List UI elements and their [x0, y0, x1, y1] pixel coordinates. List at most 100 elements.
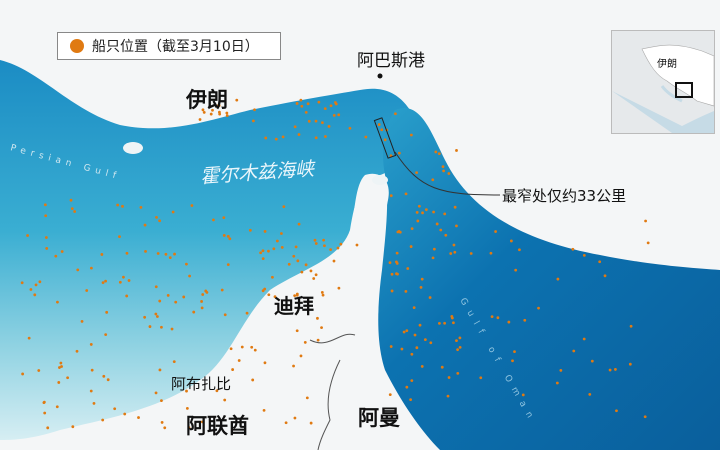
- ship-dot: [272, 247, 276, 251]
- ship-dot: [316, 338, 320, 342]
- ship-dot: [305, 396, 309, 400]
- ship-dot: [431, 178, 435, 182]
- ship-dot: [295, 102, 299, 105]
- ship-dot: [388, 393, 392, 397]
- ship-dot: [21, 372, 25, 376]
- ship-dot: [303, 341, 307, 344]
- ship-dot: [26, 234, 29, 237]
- ship-dot: [455, 224, 458, 228]
- ship-dot: [390, 272, 394, 276]
- ship-dot: [438, 321, 441, 325]
- ship-dot: [222, 234, 226, 237]
- ship-dot: [455, 149, 458, 152]
- ship-dot: [154, 312, 158, 316]
- ship-dot: [321, 121, 324, 125]
- ship-dot: [45, 247, 49, 250]
- ship-dot: [405, 329, 409, 333]
- ship-dot: [417, 204, 421, 208]
- ship-dot: [223, 313, 227, 317]
- bandar-abbas-label: 阿巴斯港: [357, 51, 425, 71]
- ship-dot: [420, 277, 424, 281]
- ship-dot: [127, 279, 131, 282]
- ship-dot: [327, 125, 331, 128]
- ship-dot: [389, 194, 393, 198]
- ship-dot: [92, 401, 96, 405]
- ship-dot: [590, 359, 594, 363]
- ship-dot: [90, 368, 94, 372]
- ship-dot: [355, 243, 359, 247]
- ship-dot: [250, 345, 254, 349]
- ship-dot: [513, 350, 516, 354]
- ship-dot: [263, 230, 267, 233]
- ship-dot: [102, 374, 106, 378]
- ship-dot: [415, 211, 419, 214]
- ship-dot: [615, 409, 618, 413]
- ship-dot: [397, 151, 401, 155]
- ship-dot: [440, 365, 444, 369]
- ship-dot: [139, 205, 143, 209]
- ship-dot: [514, 268, 518, 272]
- ship-dot: [388, 261, 392, 265]
- ship-dot: [296, 259, 300, 263]
- ship-dot: [348, 126, 352, 130]
- ship-dot: [458, 345, 462, 349]
- ship-dot: [431, 256, 435, 260]
- ship-dot: [271, 275, 274, 279]
- ship-dot: [33, 293, 37, 297]
- ship-dot: [415, 346, 419, 350]
- ship-dot: [192, 310, 196, 314]
- ship-dot: [104, 279, 107, 283]
- ship-dot: [185, 262, 188, 266]
- city-dot-bandar-abbas: [377, 73, 383, 79]
- ship-dot: [312, 277, 316, 280]
- ship-dot: [282, 205, 286, 209]
- ship-dot: [309, 269, 313, 273]
- ship-dot: [418, 323, 422, 327]
- ship-dot: [295, 329, 299, 333]
- ship-dot: [148, 325, 152, 328]
- ship-dot: [228, 237, 232, 241]
- ship-dot: [46, 426, 50, 430]
- ship-dot: [395, 260, 398, 264]
- ship-dot: [55, 405, 59, 409]
- ship-dot: [101, 281, 105, 285]
- ship-dot: [443, 212, 447, 216]
- ship-dot: [264, 136, 268, 140]
- ship-dot: [172, 360, 176, 364]
- ship-dot: [284, 421, 288, 425]
- ship-dot: [400, 347, 404, 351]
- ship-dot: [603, 274, 607, 278]
- ship-dot: [395, 272, 398, 276]
- ship-dot: [164, 252, 168, 256]
- ship-dot: [281, 135, 285, 139]
- ship-dot: [300, 104, 304, 108]
- ship-dot: [59, 361, 63, 365]
- ship-dot: [643, 415, 647, 419]
- ship-dot: [235, 98, 239, 102]
- ship-dot: [450, 315, 454, 318]
- ship-dot: [413, 333, 417, 337]
- ship-dot: [267, 293, 271, 297]
- ship-dot: [118, 280, 122, 284]
- ship-dot: [293, 416, 297, 420]
- ship-dot: [231, 368, 235, 371]
- ship-dot: [143, 315, 147, 319]
- ship-dot: [229, 347, 233, 351]
- ship-dot: [76, 268, 80, 272]
- ship-dot: [447, 172, 451, 175]
- ship-dot: [220, 288, 224, 292]
- ship-dot: [629, 324, 633, 328]
- ship-dot: [262, 408, 266, 412]
- ship-dot: [582, 337, 586, 341]
- ship-dot: [424, 208, 428, 212]
- narrowest-point-marker: [373, 117, 397, 159]
- ship-dot: [429, 341, 433, 345]
- ship-dot: [332, 259, 336, 263]
- ship-dot: [218, 112, 222, 116]
- ship-dot: [171, 210, 175, 214]
- ship-dot: [297, 222, 301, 226]
- ship-dot: [402, 330, 406, 334]
- ship-dot: [125, 294, 129, 298]
- ship-dot: [58, 366, 61, 369]
- ship-dot: [321, 293, 325, 297]
